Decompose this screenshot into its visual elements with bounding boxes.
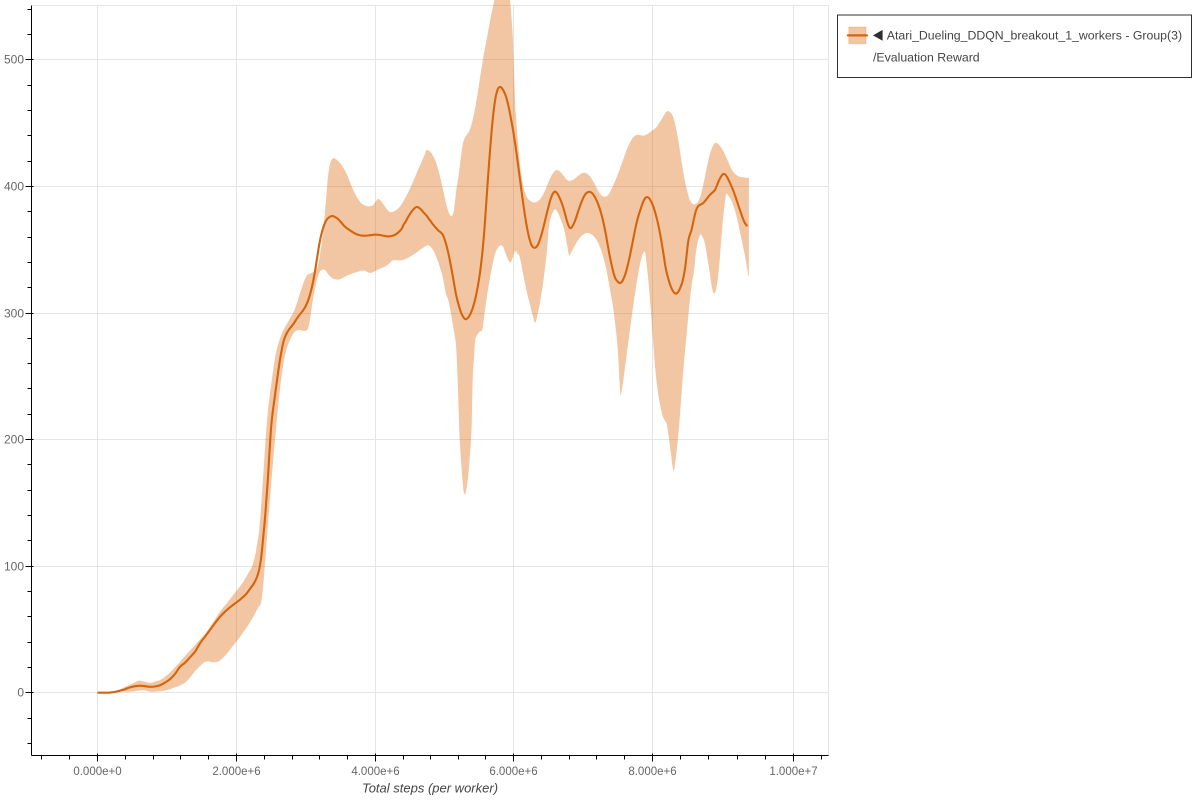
- svg-text:/Evaluation Reward: /Evaluation Reward: [873, 51, 980, 65]
- svg-text:Total steps (per worker): Total steps (per worker): [362, 781, 498, 796]
- svg-text:200: 200: [4, 433, 24, 447]
- svg-text:4.000e+6: 4.000e+6: [351, 766, 399, 778]
- svg-text:8.000e+6: 8.000e+6: [628, 766, 676, 778]
- svg-text:0.000e+0: 0.000e+0: [73, 766, 121, 778]
- svg-text:100: 100: [4, 560, 24, 574]
- svg-text:0: 0: [17, 686, 24, 700]
- svg-text:400: 400: [4, 180, 24, 194]
- svg-text:6.000e+6: 6.000e+6: [489, 766, 537, 778]
- svg-text:1.000e+7: 1.000e+7: [769, 766, 817, 778]
- svg-text:500: 500: [4, 53, 24, 67]
- svg-text:2.000e+6: 2.000e+6: [212, 766, 260, 778]
- svg-text:300: 300: [4, 307, 24, 321]
- svg-text:Atari_Dueling_DDQN_breakout_1_: Atari_Dueling_DDQN_breakout_1_workers - …: [887, 29, 1182, 43]
